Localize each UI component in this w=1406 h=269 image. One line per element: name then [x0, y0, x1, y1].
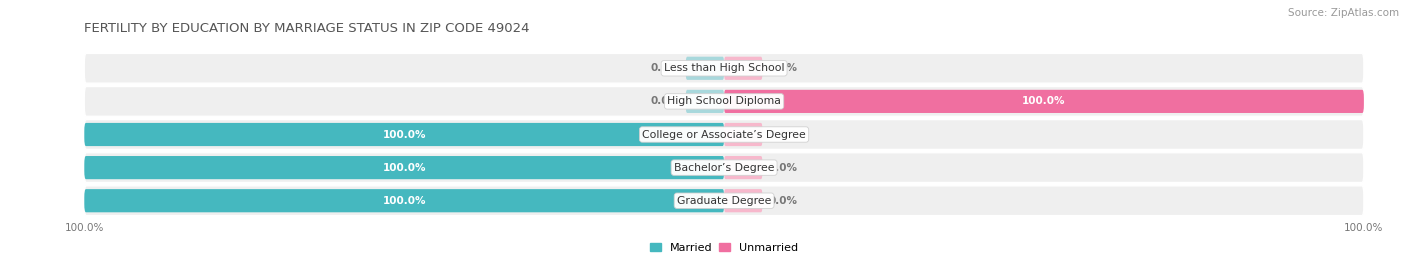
- FancyBboxPatch shape: [686, 57, 724, 80]
- Text: 100.0%: 100.0%: [382, 129, 426, 140]
- Text: College or Associate’s Degree: College or Associate’s Degree: [643, 129, 806, 140]
- Text: Bachelor’s Degree: Bachelor’s Degree: [673, 162, 775, 173]
- FancyBboxPatch shape: [84, 156, 724, 179]
- Legend: Married, Unmarried: Married, Unmarried: [650, 243, 799, 253]
- Text: 100.0%: 100.0%: [382, 162, 426, 173]
- FancyBboxPatch shape: [724, 189, 762, 212]
- FancyBboxPatch shape: [686, 90, 724, 113]
- FancyBboxPatch shape: [724, 123, 762, 146]
- Text: 0.0%: 0.0%: [651, 63, 679, 73]
- FancyBboxPatch shape: [724, 156, 762, 179]
- FancyBboxPatch shape: [724, 57, 762, 80]
- Text: High School Diploma: High School Diploma: [668, 96, 780, 107]
- Text: 0.0%: 0.0%: [769, 63, 797, 73]
- FancyBboxPatch shape: [84, 186, 1364, 216]
- FancyBboxPatch shape: [84, 189, 724, 212]
- Text: 0.0%: 0.0%: [769, 196, 797, 206]
- FancyBboxPatch shape: [84, 153, 1364, 182]
- Text: 0.0%: 0.0%: [769, 129, 797, 140]
- FancyBboxPatch shape: [84, 87, 1364, 116]
- Text: Graduate Degree: Graduate Degree: [676, 196, 772, 206]
- FancyBboxPatch shape: [84, 53, 1364, 83]
- Text: 100.0%: 100.0%: [382, 196, 426, 206]
- Text: Source: ZipAtlas.com: Source: ZipAtlas.com: [1288, 8, 1399, 18]
- FancyBboxPatch shape: [84, 123, 724, 146]
- FancyBboxPatch shape: [724, 90, 1364, 113]
- FancyBboxPatch shape: [84, 120, 1364, 149]
- Text: FERTILITY BY EDUCATION BY MARRIAGE STATUS IN ZIP CODE 49024: FERTILITY BY EDUCATION BY MARRIAGE STATU…: [84, 22, 530, 35]
- Text: Less than High School: Less than High School: [664, 63, 785, 73]
- Text: 100.0%: 100.0%: [1022, 96, 1066, 107]
- Text: 0.0%: 0.0%: [651, 96, 679, 107]
- Text: 0.0%: 0.0%: [769, 162, 797, 173]
